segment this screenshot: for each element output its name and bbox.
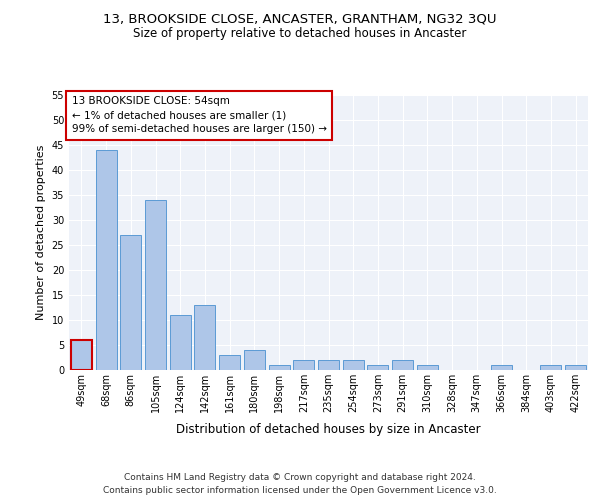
Text: 13 BROOKSIDE CLOSE: 54sqm
← 1% of detached houses are smaller (1)
99% of semi-de: 13 BROOKSIDE CLOSE: 54sqm ← 1% of detach… [71, 96, 326, 134]
Bar [565, 365, 586, 370]
Bar [194, 305, 215, 370]
Bar [244, 350, 265, 370]
Bar [392, 360, 413, 370]
Bar [71, 340, 92, 370]
Bar [219, 355, 240, 370]
Text: 13, BROOKSIDE CLOSE, ANCASTER, GRANTHAM, NG32 3QU: 13, BROOKSIDE CLOSE, ANCASTER, GRANTHAM,… [103, 12, 497, 26]
Bar [170, 315, 191, 370]
Bar [343, 360, 364, 370]
Bar [269, 365, 290, 370]
Bar [120, 235, 141, 370]
Bar [95, 150, 116, 370]
Text: Contains HM Land Registry data © Crown copyright and database right 2024.: Contains HM Land Registry data © Crown c… [124, 474, 476, 482]
Text: Size of property relative to detached houses in Ancaster: Size of property relative to detached ho… [133, 28, 467, 40]
Bar [318, 360, 339, 370]
Bar [293, 360, 314, 370]
Bar [145, 200, 166, 370]
Bar [367, 365, 388, 370]
Bar [491, 365, 512, 370]
Bar [417, 365, 438, 370]
Text: Contains public sector information licensed under the Open Government Licence v3: Contains public sector information licen… [103, 486, 497, 495]
Y-axis label: Number of detached properties: Number of detached properties [36, 145, 46, 320]
X-axis label: Distribution of detached houses by size in Ancaster: Distribution of detached houses by size … [176, 424, 481, 436]
Bar [541, 365, 562, 370]
